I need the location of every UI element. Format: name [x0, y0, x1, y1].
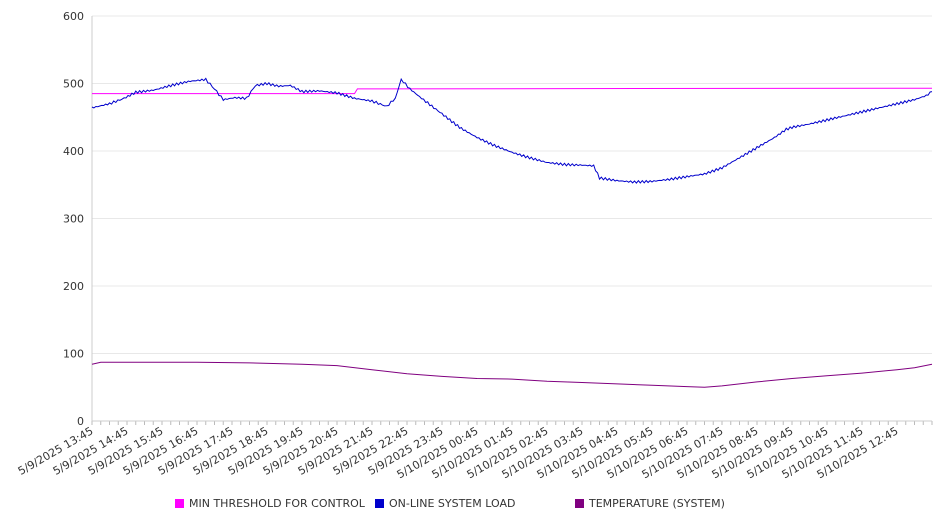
- legend-label: TEMPERATURE (SYSTEM): [589, 497, 725, 510]
- chart-legend: MIN THRESHOLD FOR CONTROL ON-LINE SYSTEM …: [0, 497, 946, 515]
- gridlines: [92, 15, 932, 354]
- legend-item[interactable]: MIN THRESHOLD FOR CONTROL: [175, 497, 365, 510]
- series-line-min-threshold-for-control: [92, 87, 933, 95]
- legend-swatch: [375, 499, 384, 508]
- y-tick-label: 100: [63, 348, 84, 361]
- series-line-on-line-system-load: [91, 77, 933, 184]
- legend-label: ON-LINE SYSTEM LOAD: [389, 497, 516, 510]
- legend-swatch: [575, 499, 584, 508]
- legend-item[interactable]: ON-LINE SYSTEM LOAD: [375, 497, 515, 510]
- y-tick-label: 0: [77, 415, 84, 428]
- y-tick-label: 600: [63, 10, 84, 23]
- y-tick-label: 400: [63, 145, 84, 158]
- x-minor-ticks: [91, 421, 933, 425]
- y-tick-label: 500: [63, 78, 84, 91]
- legend-label: MIN THRESHOLD FOR CONTROL: [189, 497, 365, 510]
- series-group: [91, 77, 933, 388]
- legend-swatch: [175, 499, 184, 508]
- y-tick-label: 300: [63, 213, 84, 226]
- y-tick-label: 200: [63, 280, 84, 293]
- series-line-temperature-system: [91, 361, 933, 388]
- legend-item[interactable]: TEMPERATURE (SYSTEM): [575, 497, 725, 510]
